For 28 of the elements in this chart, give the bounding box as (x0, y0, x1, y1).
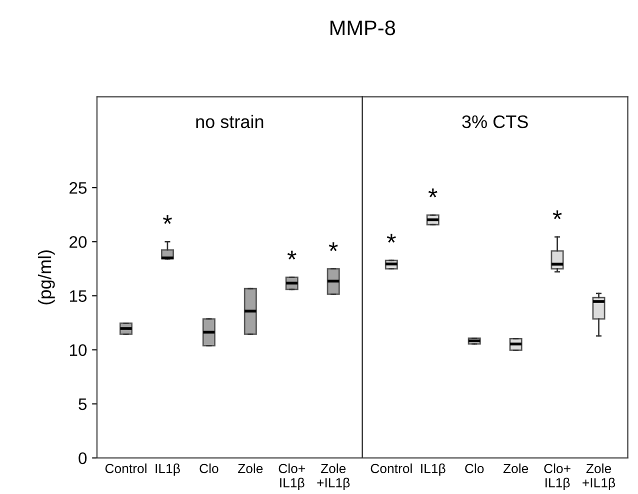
x-tick-label: Zole (503, 463, 528, 474)
annotation: * (386, 234, 396, 243)
x-tick-label: Control (370, 463, 412, 474)
y-tick-label: 15 (70, 290, 87, 302)
y-tick-label: 5 (78, 398, 87, 410)
y-axis-title: (pg/ml) (38, 250, 55, 304)
y-tick-label: 20 (70, 236, 87, 248)
x-tick-label: IL1β (421, 463, 446, 476)
text: 3% CTS (462, 115, 528, 128)
y-tick-label: 0 (78, 452, 87, 464)
y-tick-label: 10 (70, 344, 87, 356)
annotation: * (163, 215, 172, 224)
x-tick-label: Clo (200, 463, 218, 474)
x-tick-label: IL1β (156, 463, 180, 476)
chart-title: MMP-8 (330, 20, 396, 36)
x-tick-label: Zole +IL1β (317, 463, 350, 490)
x-tick-label: Clo+ IL1β (278, 463, 305, 490)
x-tick-label: Zole +IL1β (582, 463, 616, 490)
x-tick-label: Zole (238, 463, 263, 474)
annotation: * (552, 210, 562, 220)
annotation: * (328, 242, 338, 252)
x-tick-label: Clo+ IL1β (544, 463, 570, 490)
x-tick-label: Clo (465, 463, 484, 474)
text: no strain (196, 114, 264, 128)
y-tick-label: 25 (70, 182, 87, 194)
annotation: * (428, 188, 438, 198)
x-tick-label: Control (105, 463, 146, 474)
annotation: * (287, 250, 296, 260)
